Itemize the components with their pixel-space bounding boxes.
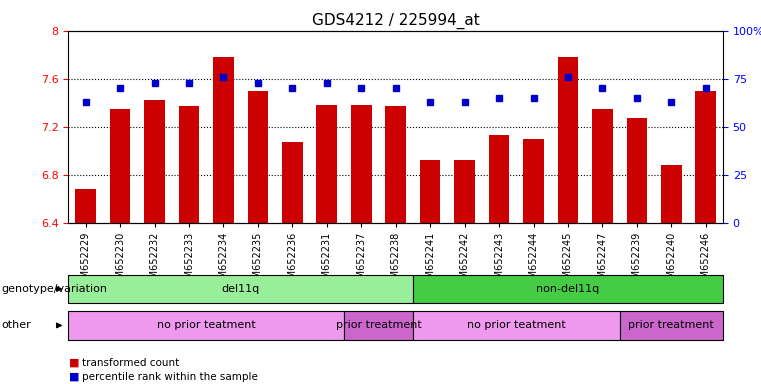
Bar (247, 91, 269, 223)
Bar (75, 189, 96, 223)
Text: percentile rank within the sample: percentile rank within the sample (82, 372, 258, 382)
Bar (420, 161, 441, 223)
Bar (592, 109, 613, 223)
Text: transformed count: transformed count (82, 358, 180, 368)
Bar (351, 105, 371, 223)
Text: no prior teatment: no prior teatment (467, 320, 565, 331)
Text: genotype/variation: genotype/variation (2, 284, 107, 294)
Bar (661, 165, 682, 223)
Bar (489, 135, 509, 223)
Bar (385, 106, 406, 223)
Text: non-del11q: non-del11q (537, 284, 600, 294)
Text: ■: ■ (68, 372, 79, 382)
Bar (145, 100, 165, 223)
Bar (558, 57, 578, 223)
Bar (696, 91, 716, 223)
Bar (282, 142, 303, 223)
Bar (317, 105, 337, 223)
Bar (213, 57, 234, 223)
Text: other: other (2, 320, 31, 331)
Text: prior treatment: prior treatment (336, 320, 422, 331)
Bar (523, 139, 544, 223)
Text: del11q: del11q (221, 284, 260, 294)
Text: no prior teatment: no prior teatment (157, 320, 256, 331)
Bar (626, 118, 647, 223)
Text: ■: ■ (68, 358, 79, 368)
Text: prior treatment: prior treatment (629, 320, 714, 331)
Bar (179, 106, 199, 223)
Title: GDS4212 / 225994_at: GDS4212 / 225994_at (312, 13, 479, 29)
Bar (454, 161, 475, 223)
Bar (110, 109, 130, 223)
